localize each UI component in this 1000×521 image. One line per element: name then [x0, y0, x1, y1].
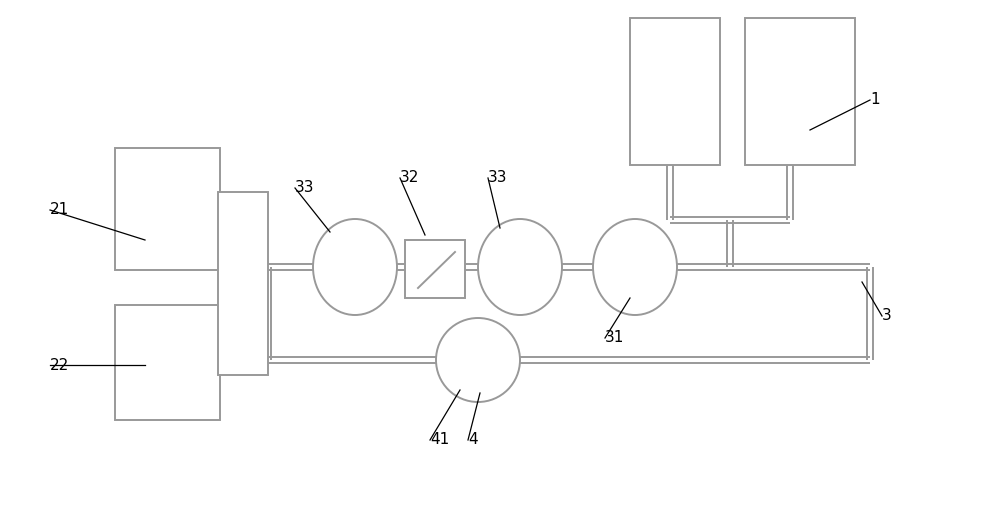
- Text: 3: 3: [882, 308, 892, 324]
- Ellipse shape: [313, 219, 397, 315]
- Bar: [115, 305, 220, 420]
- Text: 33: 33: [295, 180, 314, 195]
- Text: 31: 31: [605, 330, 624, 345]
- Ellipse shape: [593, 219, 677, 315]
- Text: 33: 33: [488, 170, 508, 185]
- Ellipse shape: [478, 219, 562, 315]
- Bar: [630, 18, 720, 165]
- Bar: [405, 240, 465, 298]
- Text: 41: 41: [430, 432, 449, 448]
- Text: 22: 22: [50, 357, 69, 373]
- Text: 32: 32: [400, 170, 419, 185]
- Text: 1: 1: [870, 93, 880, 107]
- Bar: [745, 18, 855, 165]
- Ellipse shape: [436, 318, 520, 402]
- Bar: [218, 192, 268, 375]
- Text: 21: 21: [50, 203, 69, 217]
- Text: 4: 4: [468, 432, 478, 448]
- Bar: [115, 148, 220, 270]
